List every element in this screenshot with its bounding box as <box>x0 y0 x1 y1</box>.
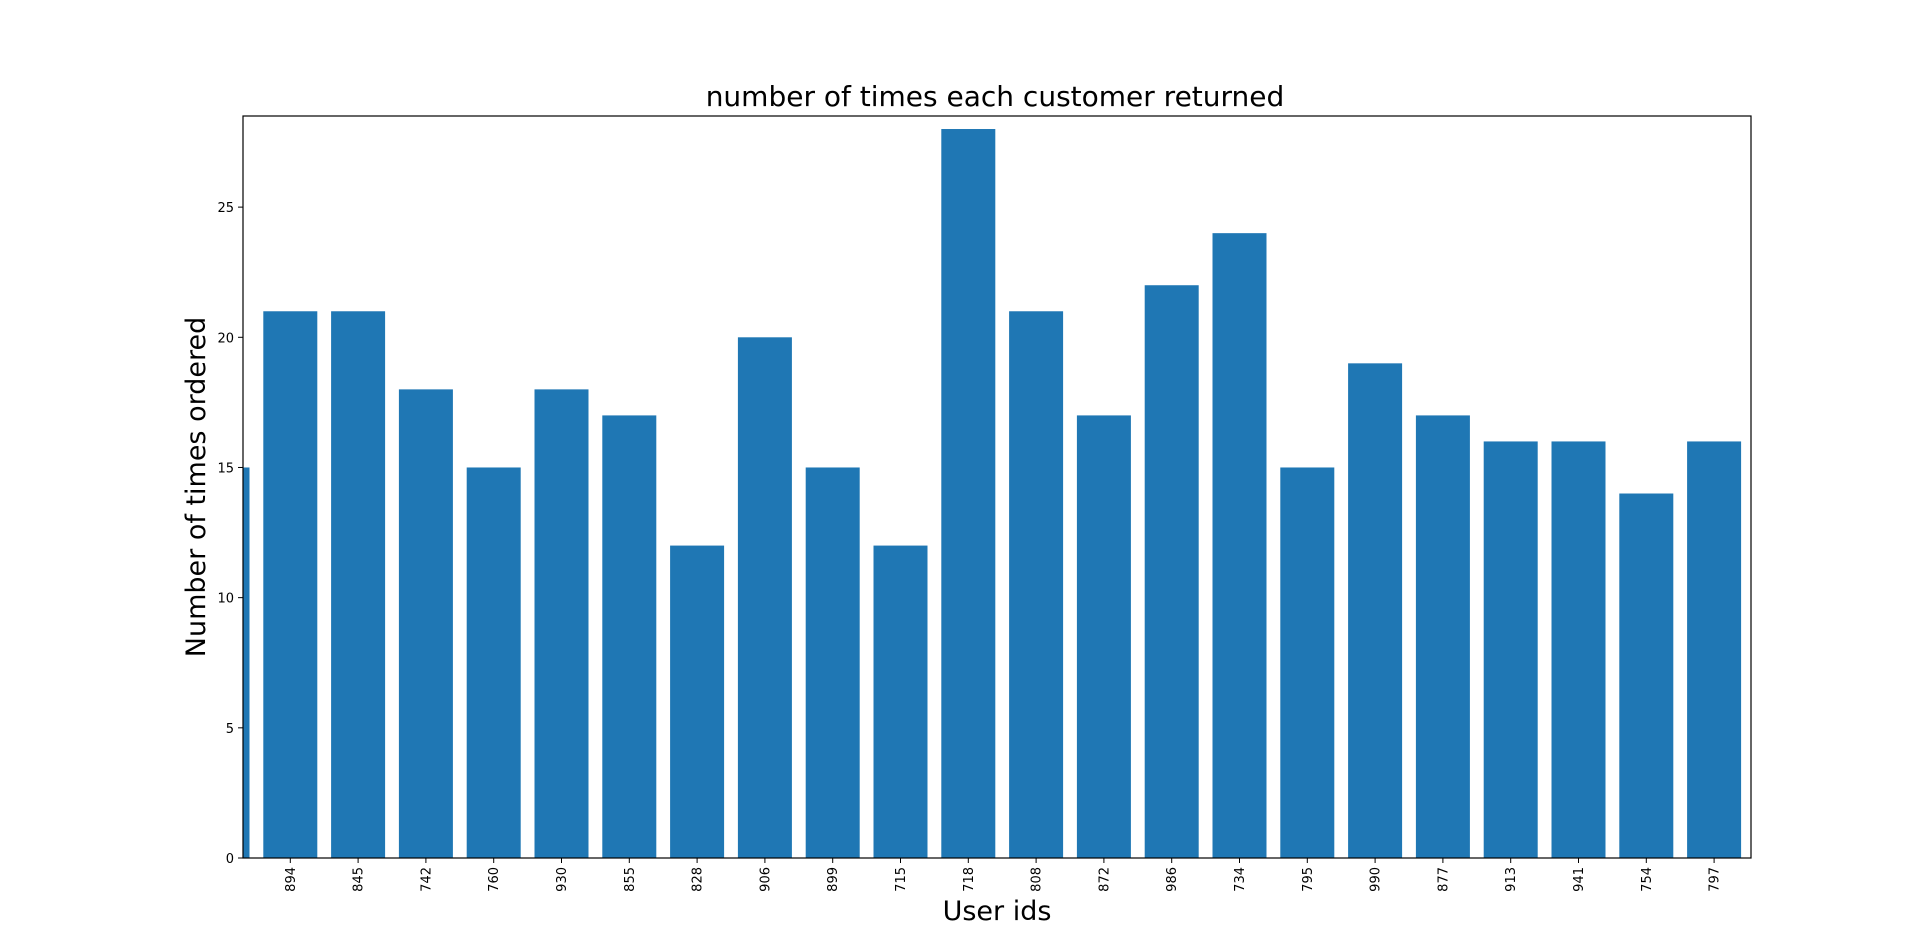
bar <box>1415 415 1470 858</box>
y-axis-label: Number of times ordered <box>181 317 212 657</box>
y-tick-label: 20 <box>217 331 234 346</box>
x-tick-label: 855 <box>623 867 638 892</box>
y-tick-label: 10 <box>217 592 234 607</box>
bar <box>1144 285 1199 858</box>
bar <box>1009 311 1064 858</box>
x-tick-label: 913 <box>1504 867 1519 892</box>
x-tick-label: 808 <box>1030 867 1045 892</box>
bar <box>466 467 521 858</box>
x-tick-label: 718 <box>962 867 977 892</box>
bar <box>263 311 318 858</box>
chart-title: number of times each customer returned <box>706 80 1285 113</box>
bar <box>1483 441 1538 858</box>
x-tick-label: 872 <box>1097 867 1112 892</box>
x-tick-label: 760 <box>487 867 502 892</box>
x-tick-label: 986 <box>1165 867 1180 892</box>
x-tick-label: 894 <box>284 867 299 892</box>
y-tick-label: 15 <box>217 461 234 476</box>
x-tick-label: 941 <box>1572 867 1587 892</box>
x-tick-label: 845 <box>352 867 367 892</box>
bar <box>1076 415 1131 858</box>
y-tick-label: 5 <box>226 722 234 737</box>
y-axis: 0 5 10 15 20 25 <box>217 201 243 867</box>
bar <box>534 389 589 858</box>
x-tick-label: 742 <box>419 867 434 892</box>
bar <box>737 337 792 858</box>
bar <box>941 129 996 858</box>
bars-group <box>243 129 1742 858</box>
bar <box>1280 467 1335 858</box>
x-tick-label: 795 <box>1301 867 1316 892</box>
plot-frame <box>242 115 1752 859</box>
bar <box>805 467 860 858</box>
x-tick-label: 828 <box>691 867 706 892</box>
x-tick-label: 734 <box>1233 867 1248 892</box>
x-tick-label: 930 <box>555 867 570 892</box>
x-tick-label: 715 <box>894 867 909 892</box>
x-tick-label: 906 <box>758 867 773 892</box>
x-tick-label: 754 <box>1640 867 1655 892</box>
x-tick-label: 899 <box>826 867 841 892</box>
bar <box>873 545 928 858</box>
bar <box>398 389 453 858</box>
x-tick-label: 877 <box>1436 867 1451 892</box>
bar <box>670 545 725 858</box>
y-tick-label: 0 <box>226 852 234 867</box>
x-tick-label: 797 <box>1708 867 1723 892</box>
bar <box>1348 363 1403 858</box>
bar <box>1619 493 1674 858</box>
x-tick-label: 990 <box>1369 867 1384 892</box>
x-axis: 894 845 742 760 930 855 828 906 899 715 718 808 872 9… <box>284 858 1723 892</box>
bar <box>1551 441 1606 858</box>
y-tick-label: 25 <box>217 201 234 216</box>
bar <box>602 415 657 858</box>
bar <box>1687 441 1742 858</box>
bar <box>1212 233 1267 858</box>
bar <box>331 311 386 858</box>
bar <box>243 467 250 858</box>
x-axis-label: User ids <box>943 896 1052 927</box>
